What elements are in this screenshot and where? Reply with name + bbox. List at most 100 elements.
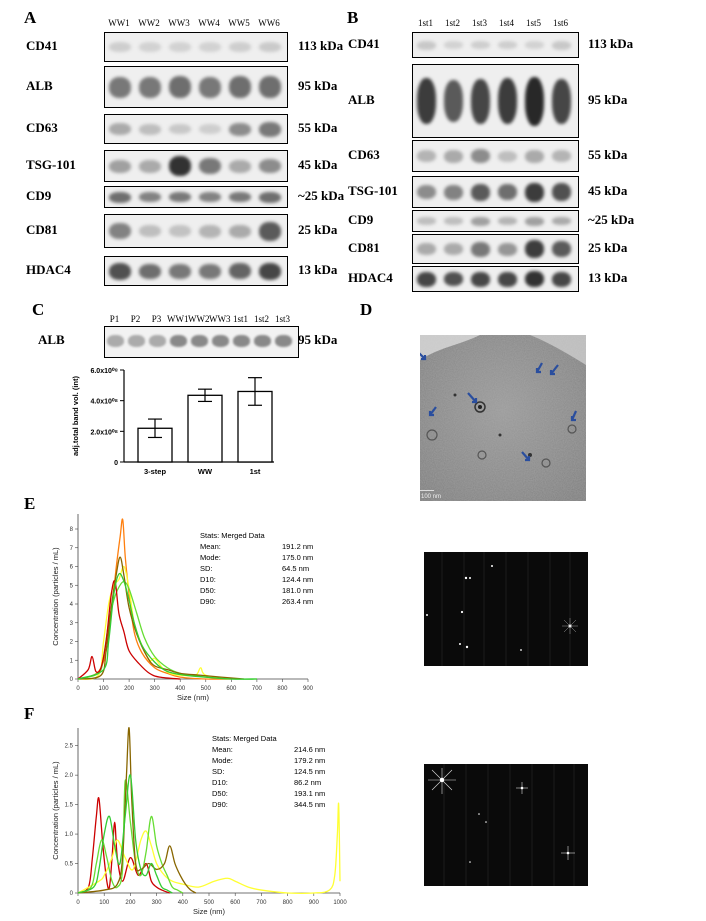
blot-band <box>525 41 544 49</box>
x-tick-label: 3-step <box>144 467 167 476</box>
blot-band <box>498 184 517 200</box>
stats-value: 193.1 nm <box>294 789 326 798</box>
stats-key: D10: <box>200 575 216 584</box>
lane-label: 1st3 <box>471 18 487 28</box>
lane-label: P2 <box>130 314 141 324</box>
blot-strip <box>412 32 579 58</box>
panel-e-stats: Stats: Merged Data Mean: 191.2 nm Mode: 175.… <box>200 530 320 607</box>
y-axis-label: adj.total band vol. (int) <box>71 376 80 456</box>
blot-band <box>471 241 490 257</box>
blot-band <box>471 216 490 226</box>
blot-band <box>199 124 221 134</box>
stats-key: D50: <box>212 789 228 798</box>
blot-band <box>444 80 463 122</box>
x-tick-label: 800 <box>277 686 288 692</box>
blot-strip <box>412 210 579 232</box>
y-tick-label: 6.0x10⁰⁸ <box>90 367 118 375</box>
blot-band <box>109 159 131 173</box>
stats-value: 179.2 nm <box>294 756 326 765</box>
molecular-weight-label: 13 kDa <box>588 270 628 285</box>
stats-value: 86.2 nm <box>294 778 322 787</box>
stats-key: Mode: <box>212 756 233 765</box>
stats-key: SD: <box>212 767 225 776</box>
blot-band <box>498 150 517 162</box>
tem-scale-label: 100 nm <box>421 494 441 500</box>
blot-strip <box>412 234 579 264</box>
series-line <box>77 518 232 680</box>
panel-e-nta-video-frame <box>424 552 588 666</box>
blot-band <box>139 192 161 202</box>
blot-band <box>128 335 145 347</box>
blot-band <box>229 159 251 173</box>
blot-band <box>109 76 131 98</box>
x-tick-label: WW <box>198 467 213 476</box>
y-tick-label: 0 <box>70 891 74 897</box>
blot-band <box>169 263 191 279</box>
panel-c-bar-chart: 0 2.0x10⁰⁸ 4.0x10⁰⁸ 6.0x10⁰⁸ adj.total band … <box>71 367 274 476</box>
blot-band <box>107 335 124 347</box>
x-tick-label: 300 <box>152 900 163 906</box>
x-axis-label: Size (nm) <box>177 693 210 702</box>
blot-row-label: CD81 <box>26 222 58 237</box>
series-line <box>77 797 170 894</box>
x-tick-label: 200 <box>125 900 136 906</box>
blot-band <box>199 263 221 279</box>
blot-row-label: TSG-101 <box>26 157 76 172</box>
blot-row-label: CD9 <box>348 212 374 227</box>
x-axis-label: Size (nm) <box>193 907 226 916</box>
series-line <box>77 779 184 894</box>
blot-band <box>199 224 221 238</box>
stats-row: SD: 124.5 nm <box>212 766 332 777</box>
y-tick-label: 6 <box>70 565 74 571</box>
stats-row: Mode: 175.0 nm <box>200 552 320 563</box>
stats-row: SD: 64.5 nm <box>200 563 320 574</box>
lane-label: WW4 <box>198 18 220 28</box>
molecular-weight-label: ~25 kDa <box>588 212 635 227</box>
blot-band <box>552 78 571 124</box>
blot-band <box>552 183 571 201</box>
stats-title: Stats: Merged Data <box>200 531 265 540</box>
blot-band <box>109 123 131 135</box>
blot-row-label: CD41 <box>26 38 58 53</box>
blot-band <box>259 262 281 280</box>
lane-label: WW2 <box>138 18 160 28</box>
molecular-weight-label: 25 kDa <box>298 222 338 237</box>
stats-value: 344.5 nm <box>294 800 326 809</box>
blot-band <box>552 217 571 225</box>
x-tick-label: 100 <box>99 686 110 692</box>
molecular-weight-label: 95 kDa <box>588 92 628 107</box>
molecular-weight-label: 13 kDa <box>298 262 338 277</box>
stats-row: Mean: 214.6 nm <box>212 744 332 755</box>
x-tick-label: 1000 <box>333 900 347 906</box>
stats-row: D90: 344.5 nm <box>212 799 332 810</box>
stats-row: D50: 181.0 nm <box>200 585 320 596</box>
blot-band <box>259 76 281 98</box>
panel-f-size-distribution-chart: 0 100 200 300 400 500 600 700 800 900 1000 0 0.5 1.0 1… <box>51 727 347 916</box>
blot-band <box>471 41 490 49</box>
x-tick-label: 700 <box>256 900 267 906</box>
stats-value: 124.4 nm <box>282 575 314 584</box>
blot-band <box>552 40 571 50</box>
x-tick-label: 500 <box>204 900 215 906</box>
lane-label: 1st3 <box>274 314 290 324</box>
blot-band <box>169 124 191 134</box>
lane-label: 1st1 <box>232 314 248 324</box>
y-tick-label: 4.0x10⁰⁸ <box>90 398 118 406</box>
blot-band <box>259 42 281 52</box>
blot-band <box>212 335 229 347</box>
blot-band <box>417 217 436 225</box>
blot-strip <box>412 266 579 292</box>
y-tick-label: 2.0x10⁰⁸ <box>90 428 118 436</box>
stats-value: 263.4 nm <box>282 597 314 606</box>
molecular-weight-label: 113 kDa <box>588 36 634 51</box>
lane-label: P1 <box>109 314 120 324</box>
blot-band <box>471 183 490 201</box>
blot-band <box>199 158 221 174</box>
lane-label: WW5 <box>228 18 250 28</box>
lane-label: P3 <box>151 314 162 324</box>
panel-label-e: E <box>24 494 36 513</box>
blot-band <box>417 185 436 199</box>
lane-label: WW2 <box>188 314 210 324</box>
stats-value: 191.2 nm <box>282 542 314 551</box>
lane-label: WW1 <box>167 314 189 324</box>
